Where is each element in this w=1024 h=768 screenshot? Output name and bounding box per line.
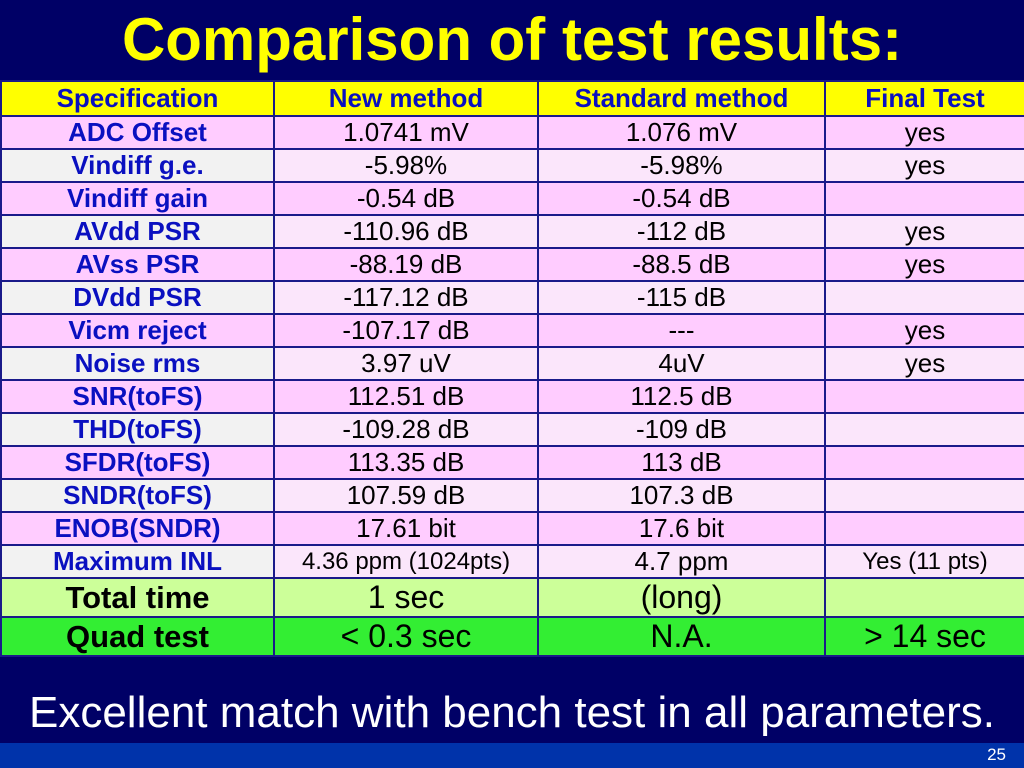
- standard-method-cell: 112.5 dB: [537, 379, 826, 414]
- table-row: Vicm reject -107.17 dB --- yes: [0, 313, 1024, 348]
- table-row: AVdd PSR -110.96 dB -112 dB yes: [0, 214, 1024, 249]
- conclusion-text: Excellent match with bench test in all p…: [28, 688, 995, 737]
- final-test-cell: [824, 577, 1024, 618]
- new-method-cell: -0.54 dB: [273, 181, 539, 216]
- standard-method-cell: -112 dB: [537, 214, 826, 249]
- new-method-cell: 107.59 dB: [273, 478, 539, 513]
- spec-cell: Vindiff gain: [0, 181, 275, 216]
- standard-method-cell: 107.3 dB: [537, 478, 826, 513]
- spec-cell: SNDR(toFS): [0, 478, 275, 513]
- final-test-cell: > 14 sec: [824, 616, 1024, 657]
- new-method-cell: 17.61 bit: [273, 511, 539, 546]
- new-method-cell: < 0.3 sec: [273, 616, 539, 657]
- standard-method-cell: -88.5 dB: [537, 247, 826, 282]
- new-method-cell: -107.17 dB: [273, 313, 539, 348]
- standard-method-cell: 4.7 ppm: [537, 544, 826, 579]
- standard-method-cell: N.A.: [537, 616, 826, 657]
- standard-method-cell: -5.98%: [537, 148, 826, 183]
- final-test-cell: [824, 511, 1024, 546]
- standard-method-cell: -115 dB: [537, 280, 826, 315]
- header-standard-method: Standard method: [537, 80, 826, 117]
- final-test-cell: [824, 280, 1024, 315]
- new-method-cell: 113.35 dB: [273, 445, 539, 480]
- new-method-cell: -109.28 dB: [273, 412, 539, 447]
- final-test-cell: yes: [824, 148, 1024, 183]
- table-row: AVss PSR -88.19 dB -88.5 dB yes: [0, 247, 1024, 282]
- spec-cell: THD(toFS): [0, 412, 275, 447]
- spec-cell: ENOB(SNDR): [0, 511, 275, 546]
- table-row: DVdd PSR -117.12 dB -115 dB: [0, 280, 1024, 315]
- spec-cell: DVdd PSR: [0, 280, 275, 315]
- standard-method-cell: ---: [537, 313, 826, 348]
- spec-cell: ADC Offset: [0, 115, 275, 150]
- final-test-cell: [824, 412, 1024, 447]
- table-row: SFDR(toFS) 113.35 dB 113 dB: [0, 445, 1024, 480]
- new-method-cell: -110.96 dB: [273, 214, 539, 249]
- standard-method-cell: 17.6 bit: [537, 511, 826, 546]
- new-method-cell: -5.98%: [273, 148, 539, 183]
- spec-cell: SFDR(toFS): [0, 445, 275, 480]
- new-method-cell: 3.97 uV: [273, 346, 539, 381]
- final-test-cell: yes: [824, 247, 1024, 282]
- spec-cell: Total time: [0, 577, 275, 618]
- final-test-cell: [824, 181, 1024, 216]
- quad-test-row: Quad test < 0.3 sec N.A. > 14 sec: [0, 616, 1024, 657]
- new-method-cell: 4.36 ppm (1024pts): [273, 544, 539, 579]
- new-method-cell: 1.0741 mV: [273, 115, 539, 150]
- standard-method-cell: 4uV: [537, 346, 826, 381]
- page-number: 25: [987, 745, 1006, 764]
- final-test-cell: yes: [824, 214, 1024, 249]
- standard-method-cell: -0.54 dB: [537, 181, 826, 216]
- table-row: Noise rms 3.97 uV 4uV yes: [0, 346, 1024, 381]
- spec-cell: AVdd PSR: [0, 214, 275, 249]
- spec-cell: Quad test: [0, 616, 275, 657]
- table-row: ADC Offset 1.0741 mV 1.076 mV yes: [0, 115, 1024, 150]
- table-row: Maximum INL 4.36 ppm (1024pts) 4.7 ppm Y…: [0, 544, 1024, 579]
- results-table: Specification New method Standard method…: [0, 80, 1024, 657]
- table-row: SNDR(toFS) 107.59 dB 107.3 dB: [0, 478, 1024, 513]
- spec-cell: AVss PSR: [0, 247, 275, 282]
- spec-cell: Maximum INL: [0, 544, 275, 579]
- table-row: Vindiff gain -0.54 dB -0.54 dB: [0, 181, 1024, 216]
- standard-method-cell: 113 dB: [537, 445, 826, 480]
- table-row: Vindiff g.e. -5.98% -5.98% yes: [0, 148, 1024, 183]
- new-method-cell: -88.19 dB: [273, 247, 539, 282]
- new-method-cell: 1 sec: [273, 577, 539, 618]
- final-test-cell: yes: [824, 346, 1024, 381]
- spec-cell: Vicm reject: [0, 313, 275, 348]
- final-test-cell: [824, 478, 1024, 513]
- header-new-method: New method: [273, 80, 539, 117]
- spec-cell: SNR(toFS): [0, 379, 275, 414]
- final-test-cell: Yes (11 pts): [824, 544, 1024, 579]
- new-method-cell: 112.51 dB: [273, 379, 539, 414]
- table-header-row: Specification New method Standard method…: [0, 80, 1024, 117]
- final-test-cell: yes: [824, 115, 1024, 150]
- standard-method-cell: (long): [537, 577, 826, 618]
- standard-method-cell: 1.076 mV: [537, 115, 826, 150]
- final-test-cell: [824, 379, 1024, 414]
- table-row: THD(toFS) -109.28 dB -109 dB: [0, 412, 1024, 447]
- table-row: SNR(toFS) 112.51 dB 112.5 dB: [0, 379, 1024, 414]
- footer-bar: 25: [0, 743, 1024, 768]
- final-test-cell: [824, 445, 1024, 480]
- table-row: ENOB(SNDR) 17.61 bit 17.6 bit: [0, 511, 1024, 546]
- spec-cell: Vindiff g.e.: [0, 148, 275, 183]
- standard-method-cell: -109 dB: [537, 412, 826, 447]
- header-final-test: Final Test: [824, 80, 1024, 117]
- slide-title: Comparison of test results:: [121, 6, 903, 73]
- final-test-cell: yes: [824, 313, 1024, 348]
- new-method-cell: -117.12 dB: [273, 280, 539, 315]
- total-time-row: Total time 1 sec (long): [0, 577, 1024, 618]
- header-specification: Specification: [0, 80, 275, 117]
- spec-cell: Noise rms: [0, 346, 275, 381]
